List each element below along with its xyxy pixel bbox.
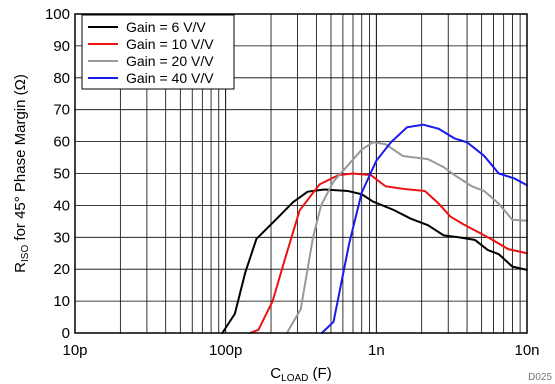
- series-line-4: [320, 123, 528, 334]
- x-axis-title-suffix: (F): [308, 365, 331, 382]
- y-tick-label: 20: [53, 261, 70, 278]
- legend-label-1: Gain = 6 V/V: [126, 19, 206, 35]
- y-axis-title-sub: ISO: [20, 245, 31, 262]
- y-tick-label: 0: [62, 325, 70, 342]
- y-axis-title-suffix: for 45° Phase Margin (Ω): [12, 74, 29, 245]
- y-axis-title: RISO for 45° Phase Margin (Ω): [12, 74, 31, 273]
- x-axis-title-main: C: [270, 365, 281, 382]
- series-line-2: [248, 172, 528, 334]
- y-tick-label: 90: [53, 38, 70, 55]
- x-tick-label: 10p: [62, 342, 87, 359]
- y-axis-title-main: R: [12, 262, 29, 273]
- legend-label-4: Gain = 40 V/V: [126, 70, 214, 86]
- series-line-3: [285, 141, 528, 334]
- legend-label-3: Gain = 20 V/V: [126, 53, 214, 69]
- y-tick-label: 70: [53, 102, 70, 119]
- y-tick-label: 10: [53, 293, 70, 310]
- plot-frame: [74, 13, 528, 334]
- series-line-1: [221, 188, 528, 334]
- legend-label-2: Gain = 10 V/V: [126, 36, 214, 52]
- y-tick-label: 30: [53, 229, 70, 246]
- y-tick-label: 100: [45, 6, 70, 23]
- x-axis-title: CLOAD (F): [270, 365, 331, 384]
- y-tick-label: 60: [53, 134, 70, 151]
- x-tick-label: 100p: [209, 342, 242, 359]
- chart-id-label: D025: [528, 372, 552, 383]
- tick-labels: 0 10 20 30 40 50 60 70 80 90 100 10p 100p 1n 10n: [45, 6, 540, 359]
- y-tick-label: 50: [53, 166, 70, 183]
- x-tick-label: 10n: [514, 342, 539, 359]
- y-tick-label: 80: [53, 70, 70, 87]
- x-tick-label: 1n: [368, 342, 385, 359]
- series-lines: [221, 123, 528, 334]
- x-axis-title-sub: LOAD: [281, 373, 308, 384]
- y-tick-label: 40: [53, 197, 70, 214]
